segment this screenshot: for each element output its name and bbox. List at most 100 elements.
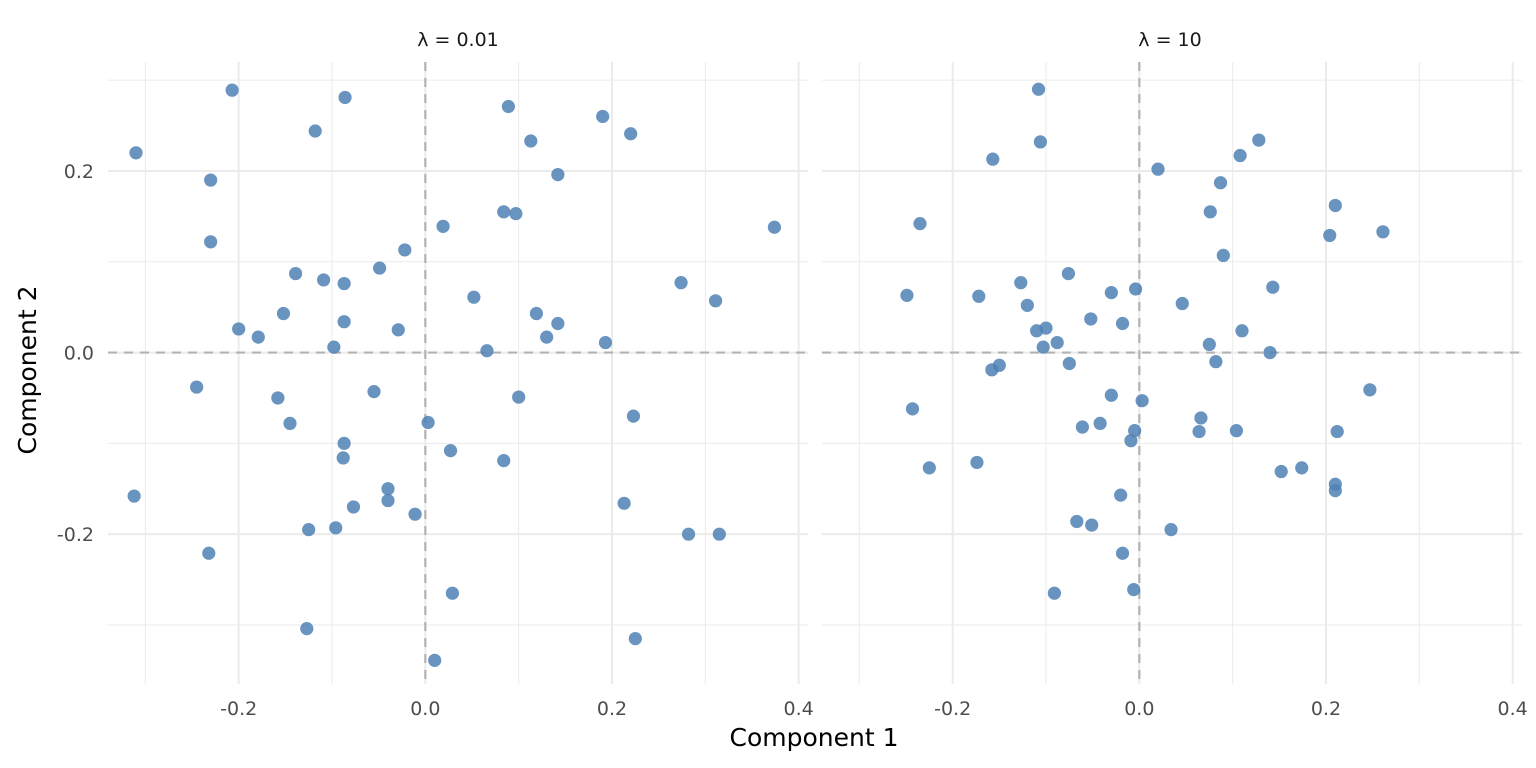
data-point [1020,298,1034,312]
data-point [1127,582,1141,597]
data-point [436,219,450,233]
data-point [1115,546,1130,560]
data-point [1192,424,1206,439]
data-point [337,315,351,329]
data-point [129,146,143,160]
data-point [1085,518,1099,532]
data-point [1129,282,1143,296]
data-point [1175,296,1189,311]
y-tick-label: 0.0 [64,343,94,365]
x-tick-label: 0.0 [410,698,440,720]
data-point [767,220,782,234]
data-point [1330,424,1344,439]
data-point [1209,355,1223,369]
data-point [408,507,422,521]
data-point [1033,135,1047,149]
data-point [1252,133,1266,147]
data-point [1070,514,1084,529]
data-point [1151,162,1165,176]
data-point [1093,416,1107,430]
data-point [913,217,927,231]
data-point [367,385,381,399]
data-point [624,127,638,141]
data-point [598,335,613,350]
data-point [1135,394,1149,408]
data-point [1047,586,1061,600]
data-point [308,124,322,138]
data-point [626,409,641,423]
data-point [327,340,341,354]
data-point [712,527,726,541]
y-tick-label: -0.2 [57,524,94,546]
data-point [497,454,511,468]
data-point [1114,488,1128,502]
data-point [1328,198,1342,213]
data-point [336,451,350,465]
data-point [1263,345,1277,360]
data-point [992,358,1006,372]
data-point [445,586,459,600]
data-point [674,276,688,290]
data-point [337,276,351,291]
data-point [1050,335,1064,350]
data-point [302,523,316,537]
data-point [317,273,331,287]
data-point [501,99,515,114]
data-point [551,316,565,331]
data-point [1124,434,1138,448]
data-point [271,391,285,405]
data-point [276,306,291,321]
data-point [1164,523,1178,537]
data-point [1039,321,1053,335]
data-point [529,306,544,321]
panel-strip-label-right: λ = 10 [1138,29,1201,51]
data-point [283,416,297,430]
data-point [905,402,920,416]
data-point [1235,324,1249,338]
data-point [1295,461,1309,475]
data-point [970,455,984,470]
data-point [1194,411,1208,425]
data-point [421,415,435,430]
data-point [391,323,405,337]
data-point [1014,276,1028,290]
x-axis-ticks: -0.2 0.0 0.2 0.4 -0.2 0.0 0.2 0.4 [220,698,1528,720]
data-point [204,235,218,249]
data-point [1115,316,1130,331]
data-point [1328,483,1342,498]
data-point [1216,248,1230,263]
data-point [1062,356,1076,371]
x-tick-label: -0.2 [220,698,257,720]
data-point [628,631,642,646]
data-point [900,288,914,302]
data-point [480,344,494,358]
x-tick-label: 0.2 [597,698,627,720]
data-point [1376,225,1390,239]
data-point [225,83,239,97]
data-point [346,500,361,514]
data-point [381,482,395,496]
data-point [337,436,351,450]
data-point [1323,228,1337,243]
data-point [1202,337,1216,351]
data-point [443,444,458,458]
data-point [300,622,314,636]
data-point [617,496,631,510]
data-point [1084,312,1098,326]
y-axis-title: Component 2 [13,286,42,455]
x-axis-title: Component 1 [730,723,899,752]
data-point [1036,340,1050,354]
data-point [551,167,565,182]
data-point [972,289,986,303]
data-point [681,527,696,541]
data-point [1104,388,1118,402]
data-point [232,322,246,336]
data-point [1061,266,1075,281]
data-point [540,330,554,344]
panel-strips: λ = 0.01 λ = 10 [417,29,1201,51]
data-point [204,173,218,187]
panel-strip-label-left: λ = 0.01 [417,29,499,51]
data-point [509,207,523,221]
x-tick-label: 0.0 [1124,698,1154,720]
data-point [190,380,204,394]
